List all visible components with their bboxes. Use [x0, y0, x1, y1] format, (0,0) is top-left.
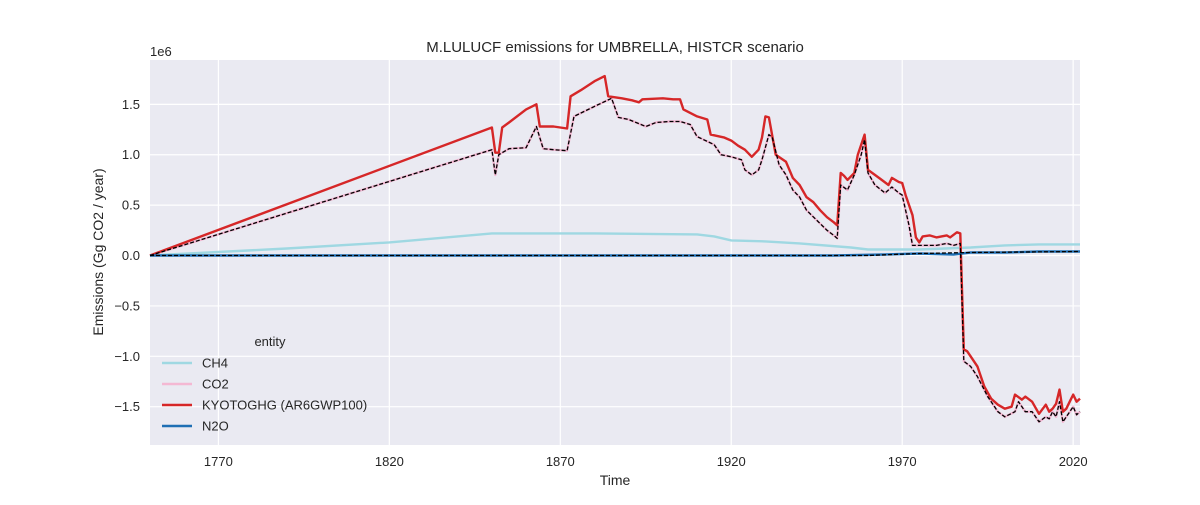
series-line-dashed — [150, 250, 1081, 257]
y-tick-label: 1.0 — [122, 147, 140, 162]
x-axis-label: Time — [600, 472, 631, 488]
y-tick-label: −1.0 — [114, 349, 140, 364]
legend-title: entity — [254, 334, 286, 349]
legend-items: CH4 CO2 KYOTOGHG (AR6GWP100) N2O — [162, 356, 367, 434]
series-line-kyotoghg-ar6gwp100 — [149, 74, 1081, 415]
chart-title: M.LULUCF emissions for UMBRELLA, HISTCR … — [426, 39, 804, 56]
y-axis-label: Emissions (Gg CO2 / year) — [90, 168, 106, 335]
y-tick-label: −0.5 — [114, 298, 140, 313]
y-tick-label: 0.5 — [122, 198, 140, 213]
x-tick-label: 1870 — [546, 454, 575, 469]
legend-label: CH4 — [202, 356, 228, 371]
legend-label: KYOTOGHG (AR6GWP100) — [202, 398, 367, 413]
y-tick-label: 1.5 — [122, 97, 140, 112]
legend-label: CO2 — [202, 377, 229, 392]
x-tick-label: 1770 — [204, 454, 233, 469]
series-line-dashed — [149, 97, 1081, 423]
y-tick-labels: −1.5 −1.0 −0.5 0.0 0.5 1.0 1.5 — [114, 97, 140, 414]
y-offset-label: 1e6 — [150, 44, 172, 59]
x-tick-label: 1820 — [375, 454, 404, 469]
legend-label: N2O — [202, 419, 229, 434]
x-tick-label: 1970 — [888, 454, 917, 469]
series-line-ch4 — [149, 232, 1080, 257]
legend: entity CH4 CO2 KYOTOGHG (AR6GWP100) N2O — [162, 334, 367, 434]
x-tick-labels: 1770 1820 1870 1920 1970 2020 — [204, 454, 1088, 469]
x-tick-label: 2020 — [1059, 454, 1088, 469]
y-tick-label: −1.5 — [114, 399, 140, 414]
x-tick-label: 1920 — [717, 454, 746, 469]
series-lines — [149, 74, 1081, 423]
y-tick-label: 0.0 — [122, 248, 140, 263]
plot-area — [150, 60, 1080, 445]
